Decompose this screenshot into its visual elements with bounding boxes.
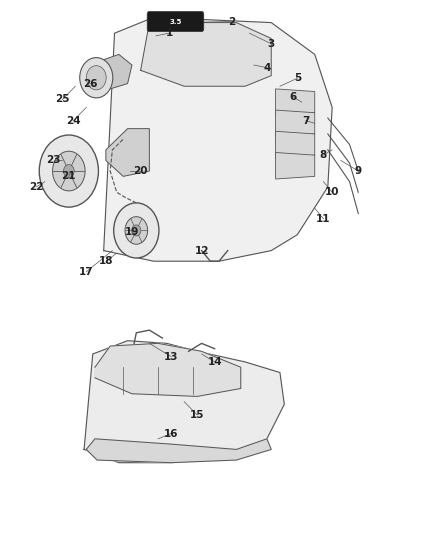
Text: 18: 18 [99, 256, 113, 266]
Polygon shape [141, 22, 271, 86]
Text: 8: 8 [320, 150, 327, 160]
Text: 3: 3 [268, 39, 275, 49]
Polygon shape [84, 341, 284, 463]
Polygon shape [106, 128, 149, 176]
Text: 16: 16 [164, 429, 178, 439]
Text: 20: 20 [134, 166, 148, 176]
Text: 3.5: 3.5 [170, 19, 182, 25]
Text: 13: 13 [164, 352, 178, 361]
Polygon shape [276, 110, 315, 136]
Text: 12: 12 [194, 246, 209, 256]
Polygon shape [86, 54, 132, 92]
Text: 11: 11 [316, 214, 331, 224]
Text: 5: 5 [294, 73, 301, 83]
Circle shape [64, 165, 74, 177]
Text: 15: 15 [190, 410, 205, 420]
Polygon shape [86, 439, 271, 463]
Text: 9: 9 [355, 166, 362, 176]
Text: 14: 14 [207, 357, 222, 367]
Circle shape [53, 151, 85, 191]
Polygon shape [104, 17, 332, 261]
Text: 23: 23 [46, 156, 61, 165]
Text: 22: 22 [29, 182, 43, 192]
Text: 7: 7 [302, 116, 310, 126]
Circle shape [132, 225, 141, 236]
Text: 26: 26 [83, 78, 98, 88]
Polygon shape [276, 131, 315, 158]
Text: 25: 25 [55, 94, 70, 104]
Text: 4: 4 [263, 63, 271, 72]
Polygon shape [276, 152, 315, 179]
Circle shape [125, 216, 148, 244]
Circle shape [39, 135, 99, 207]
Circle shape [86, 66, 106, 90]
Text: 21: 21 [62, 172, 76, 181]
Text: 6: 6 [290, 92, 297, 102]
Circle shape [80, 58, 113, 98]
Text: 1: 1 [165, 28, 173, 38]
Text: 2: 2 [229, 17, 236, 27]
Text: 19: 19 [125, 227, 139, 237]
Text: 10: 10 [325, 187, 339, 197]
Text: 17: 17 [79, 267, 94, 277]
Circle shape [114, 203, 159, 258]
Polygon shape [95, 343, 241, 397]
Text: 24: 24 [66, 116, 81, 126]
FancyBboxPatch shape [147, 12, 204, 31]
Polygon shape [276, 89, 315, 115]
